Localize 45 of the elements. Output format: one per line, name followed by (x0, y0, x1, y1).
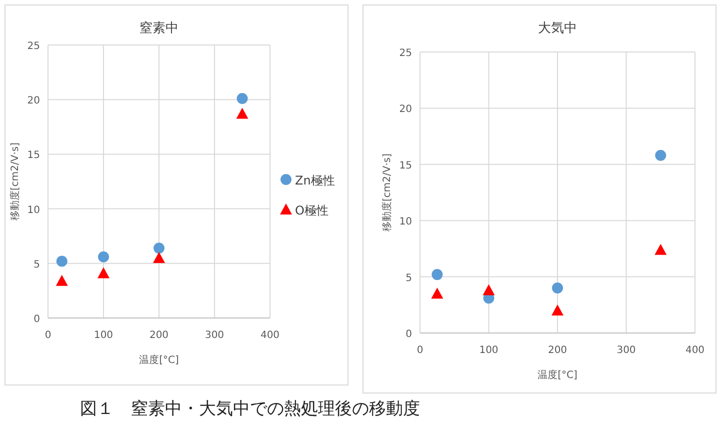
legend-label: O極性 (295, 204, 328, 218)
y-tick-label: 15 (399, 160, 412, 172)
x-tick-label: 300 (204, 330, 224, 341)
x-tick-label: 0 (416, 345, 424, 356)
x-tick-label: 200 (149, 330, 169, 341)
point (552, 282, 563, 294)
point (431, 288, 444, 299)
x-tick-label: 200 (548, 345, 568, 356)
point (552, 304, 564, 316)
x-tick-label: 100 (94, 330, 114, 341)
y-tick-label: 5 (34, 259, 40, 270)
point (236, 108, 248, 119)
legend-label: Zn極性 (295, 174, 335, 188)
y-tick-label: 20 (27, 96, 40, 107)
y-tick-label: 25 (399, 48, 412, 59)
x-tick-label: 100 (479, 345, 498, 356)
y-tick-label: 25 (27, 41, 40, 52)
x-tick-label: 300 (616, 345, 636, 356)
point (153, 252, 165, 263)
x-tick-label: 400 (260, 330, 280, 341)
y-tick-label: 15 (27, 150, 40, 162)
y-tick-label: 20 (399, 104, 412, 116)
y-tick-label: 0 (34, 314, 40, 325)
x-tick-label: 0 (44, 330, 52, 341)
point (432, 269, 443, 280)
y-axis-title: 移動度[cm2/V·s] (381, 153, 393, 232)
point (655, 150, 666, 161)
point (482, 284, 495, 296)
point (56, 274, 68, 286)
y-axis-title: 移動度[cm2/V·s] (9, 142, 21, 221)
point (98, 267, 110, 278)
point (56, 256, 68, 267)
x-axis-title: 温度[°C] (538, 369, 578, 381)
x-tick-label: 400 (685, 345, 705, 356)
chart-title: 大気中 (538, 21, 577, 36)
x-axis-title: 温度[°C] (139, 354, 179, 366)
caption: 図１ 窒素中・大気中での熱処理後の移動度 (80, 399, 420, 419)
point (154, 242, 164, 254)
point (98, 251, 109, 262)
y-tick-label: 10 (27, 204, 40, 216)
y-tick-label: 10 (399, 216, 412, 228)
point (654, 244, 667, 255)
y-tick-label: 5 (406, 272, 412, 284)
point (236, 93, 248, 104)
chart-title: 窒素中 (140, 20, 178, 36)
